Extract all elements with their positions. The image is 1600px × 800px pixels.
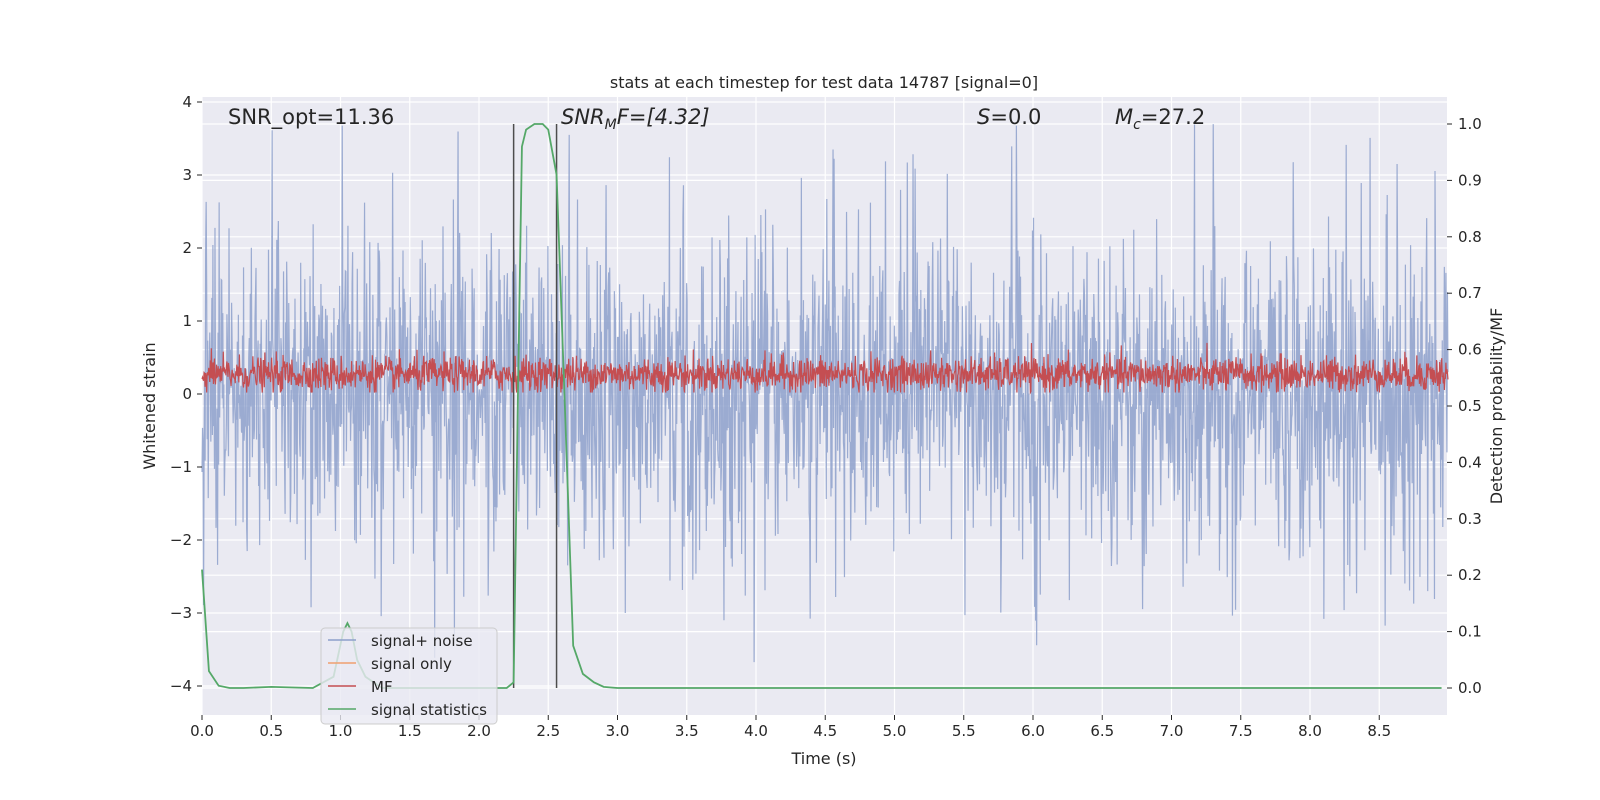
y-right-tick-label: 0.0 bbox=[1458, 679, 1482, 697]
legend-label-mf: MF bbox=[371, 678, 393, 696]
x-tick-label: 0.5 bbox=[259, 722, 283, 740]
y-right-tick-label: 0.6 bbox=[1458, 341, 1482, 359]
x-tick-label: 1.5 bbox=[398, 722, 422, 740]
x-tick-label: 6.5 bbox=[1090, 722, 1114, 740]
y-right-tick-label: 0.4 bbox=[1458, 453, 1482, 471]
x-tick-label: 4.5 bbox=[813, 722, 837, 740]
y-right-tick-label: 0.3 bbox=[1458, 510, 1482, 528]
y-tick-label: 2 bbox=[182, 239, 192, 257]
x-tick-label: 4.0 bbox=[744, 722, 768, 740]
x-tick-label: 6.0 bbox=[1021, 722, 1045, 740]
y-right-axis-ticks: 1.0 0.9 0.8 0.7 0.6 0.5 0.4 0.3 0.2 0.1 0.0 bbox=[1447, 115, 1482, 697]
y-tick-label: 1 bbox=[182, 312, 192, 330]
annotation-snr-opt: SNR_opt=11.36 bbox=[228, 105, 394, 130]
y-tick-label: 3 bbox=[182, 166, 192, 184]
snr-mf-var: SNR bbox=[561, 105, 605, 129]
legend-label-signal-only: signal only bbox=[371, 655, 452, 673]
x-tick-label: 3.5 bbox=[675, 722, 699, 740]
y-tick-label: 4 bbox=[182, 93, 192, 111]
snr-mf-value: F=[4.32] bbox=[617, 105, 710, 129]
x-tick-label: 8.0 bbox=[1298, 722, 1322, 740]
y-tick-label: −2 bbox=[170, 531, 192, 549]
y-right-tick-label: 0.5 bbox=[1458, 397, 1482, 415]
annotation-mc: Mc=27.2 bbox=[1115, 105, 1205, 133]
x-tick-label: 7.0 bbox=[1160, 722, 1184, 740]
y-axis-ticks: 4 3 2 1 0 −1 −2 −3 −4 bbox=[170, 93, 202, 695]
x-tick-label: 2.5 bbox=[536, 722, 560, 740]
x-axis-label: Time (s) bbox=[790, 749, 856, 768]
x-tick-label: 5.0 bbox=[883, 722, 907, 740]
y-right-tick-label: 0.9 bbox=[1458, 171, 1482, 189]
x-tick-label: 5.5 bbox=[952, 722, 976, 740]
y-axis-label: Whitened strain bbox=[140, 342, 159, 469]
y-tick-label: 0 bbox=[182, 385, 192, 403]
x-tick-label: 2.0 bbox=[467, 722, 491, 740]
y-right-tick-label: 0.1 bbox=[1458, 623, 1482, 641]
mc-value: =27.2 bbox=[1141, 105, 1205, 129]
snr-mf-subscript: M bbox=[605, 117, 617, 133]
legend-box bbox=[320, 627, 498, 725]
y-tick-label: −3 bbox=[170, 604, 192, 622]
mf-series bbox=[201, 342, 1449, 395]
mc-subscript: c bbox=[1133, 117, 1141, 133]
x-tick-label: 3.0 bbox=[606, 722, 630, 740]
y-tick-label: −1 bbox=[170, 458, 192, 476]
y-right-axis-label: Detection probability/MF bbox=[1487, 308, 1506, 505]
y-right-tick-label: 0.8 bbox=[1458, 228, 1482, 246]
x-tick-label: 7.5 bbox=[1229, 722, 1253, 740]
y-tick-label: −4 bbox=[170, 677, 192, 695]
x-tick-label: 0.0 bbox=[190, 722, 214, 740]
x-tick-label: 8.5 bbox=[1367, 722, 1391, 740]
x-tick-label: 1.0 bbox=[329, 722, 353, 740]
legend-label-signal-noise: signal+ noise bbox=[371, 632, 473, 650]
chart-title: stats at each timestep for test data 147… bbox=[610, 73, 1038, 92]
signal-statistics-series bbox=[201, 123, 1442, 689]
mf-line bbox=[201, 342, 1449, 395]
y-right-tick-label: 0.2 bbox=[1458, 566, 1482, 584]
s-var: S bbox=[977, 105, 990, 129]
y-right-tick-label: 1.0 bbox=[1458, 115, 1482, 133]
s-value: =0.0 bbox=[990, 105, 1041, 129]
y-right-tick-label: 0.7 bbox=[1458, 284, 1482, 302]
annotation-s: S=0.0 bbox=[977, 105, 1041, 129]
legend: signal+ noise signal only MF signal stat… bbox=[320, 627, 498, 725]
vertical-markers bbox=[512, 124, 558, 688]
signal-statistics-line bbox=[201, 123, 1442, 689]
mc-var: M bbox=[1115, 105, 1133, 129]
legend-label-signal-statistics: signal statistics bbox=[371, 701, 487, 719]
annotation-snr-mf: SNRMF=[4.32] bbox=[561, 105, 710, 133]
x-axis-ticks: 0.0 0.5 1.0 1.5 2.0 2.5 3.0 3.5 4.0 4.5 5.0 5.5 6.0 6… bbox=[190, 715, 1391, 740]
